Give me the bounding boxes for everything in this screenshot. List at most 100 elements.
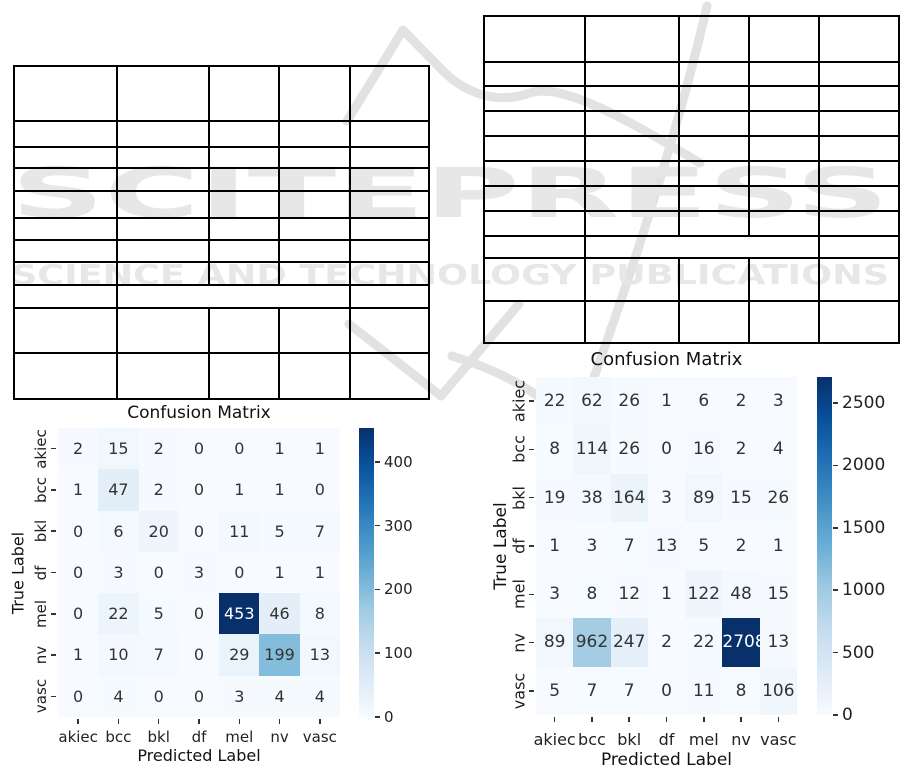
chart-title: Confusion Matrix <box>590 349 743 370</box>
table-cell <box>116 120 210 148</box>
x-tick-mark <box>278 719 281 724</box>
table-row <box>483 160 900 187</box>
table-row <box>483 85 900 112</box>
y-tick-label: akiec <box>509 380 529 423</box>
table-cell <box>13 239 118 263</box>
heatmap-cell: 38 <box>573 473 611 522</box>
y-tick-mark <box>51 489 56 491</box>
heatmap-cell: 5 <box>138 593 179 635</box>
table-cell <box>584 135 680 162</box>
table-row <box>13 352 430 400</box>
x-tick-label: bkl <box>147 728 170 746</box>
heatmap-cell: 122 <box>685 570 723 619</box>
heatmap-cell: 3 <box>573 521 611 571</box>
table-cell <box>818 85 900 112</box>
heatmap-cell: 6 <box>685 377 723 426</box>
table-cell <box>116 307 210 354</box>
heatmap-cell: 16 <box>685 425 723 474</box>
heatmap-cell: 47 <box>98 469 139 511</box>
table-cell <box>13 120 118 148</box>
heatmap-cell: 26 <box>759 473 797 522</box>
table-cell <box>584 210 680 237</box>
heatmap-cell: 0 <box>178 593 220 635</box>
table-row <box>483 300 900 344</box>
table-cell <box>748 185 820 212</box>
table-cell <box>483 110 586 137</box>
table-row <box>13 239 430 263</box>
y-tick-mark <box>51 447 56 450</box>
heatmap-cell: 13 <box>299 634 340 676</box>
heatmap-cell: 2 <box>138 428 179 470</box>
colorbar-tick-label: 300 <box>384 516 413 535</box>
x-tick-label: bkl <box>617 730 642 749</box>
y-tick-label: bkl <box>509 485 529 510</box>
y-tick-mark <box>51 613 56 615</box>
heatmap-cell: 2 <box>647 618 686 667</box>
x-tick-label: nv <box>270 728 289 746</box>
table-cell <box>483 300 586 344</box>
table-cell <box>678 15 750 63</box>
table-cell <box>678 135 750 162</box>
table-cell <box>278 352 351 400</box>
table-cell <box>584 110 680 137</box>
heatmap-cell: 8 <box>573 570 611 619</box>
table-cell <box>349 120 430 148</box>
colorbar-tick-label: 400 <box>384 452 413 471</box>
y-axis-label: True Label <box>491 502 511 590</box>
heatmap-cell: 5 <box>685 521 723 571</box>
heatmap-cell: 247 <box>610 618 648 667</box>
colorbar-tick-mark <box>833 464 838 467</box>
table-cell <box>678 85 750 112</box>
y-tick-mark <box>529 593 534 596</box>
heatmap-cell: 0 <box>58 593 99 635</box>
table-cell <box>13 190 118 219</box>
x-tick-label: vasc <box>760 730 797 749</box>
table-cell <box>13 261 118 286</box>
table-cell-merged <box>584 235 820 259</box>
empty-results-table-left <box>13 65 430 400</box>
heatmap-cell: 106 <box>759 666 797 715</box>
heatmap-cell: 0 <box>178 510 220 552</box>
table-cell <box>349 190 430 219</box>
table-cell <box>584 61 680 87</box>
table-cell <box>208 352 280 400</box>
table-cell <box>13 65 118 122</box>
table-cell <box>13 167 118 192</box>
colorbar-tick-label: 0 <box>842 705 853 725</box>
y-tick-label: vasc <box>509 672 529 710</box>
heatmap-cell: 1 <box>259 469 300 511</box>
table-cell <box>278 146 351 169</box>
colorbar-tick-mark <box>833 651 838 654</box>
table-cell <box>584 85 680 112</box>
table-cell <box>208 307 280 354</box>
table-cell <box>678 257 750 302</box>
y-tick-mark <box>529 400 534 402</box>
heatmap-cell: 22 <box>685 618 723 667</box>
heatmap-cell: 7 <box>299 510 340 552</box>
x-tick-label: akiec <box>533 730 576 749</box>
heatmap-cell: 453 <box>219 593 260 635</box>
heatmap-cell: 1 <box>259 428 300 470</box>
table-cell <box>748 135 820 162</box>
table-row <box>13 261 430 286</box>
heatmap-cell: 962 <box>573 618 611 667</box>
y-tick-label: nv <box>509 632 529 653</box>
table-cell <box>278 65 351 122</box>
x-axis-label: Predicted Label <box>137 746 261 765</box>
table-row <box>13 284 430 309</box>
table-row <box>483 61 900 87</box>
table-row <box>483 110 900 137</box>
table-cell <box>278 190 351 219</box>
x-tick-mark <box>628 717 630 722</box>
x-tick-mark <box>665 717 668 722</box>
table-cell <box>208 190 280 219</box>
table-cell <box>483 235 586 259</box>
table-cell <box>678 185 750 212</box>
table-cell <box>349 284 430 309</box>
colorbar <box>817 377 832 715</box>
table-cell <box>116 65 210 122</box>
heatmap-cell: 7 <box>573 666 611 715</box>
colorbar-tick-mark <box>375 461 380 463</box>
